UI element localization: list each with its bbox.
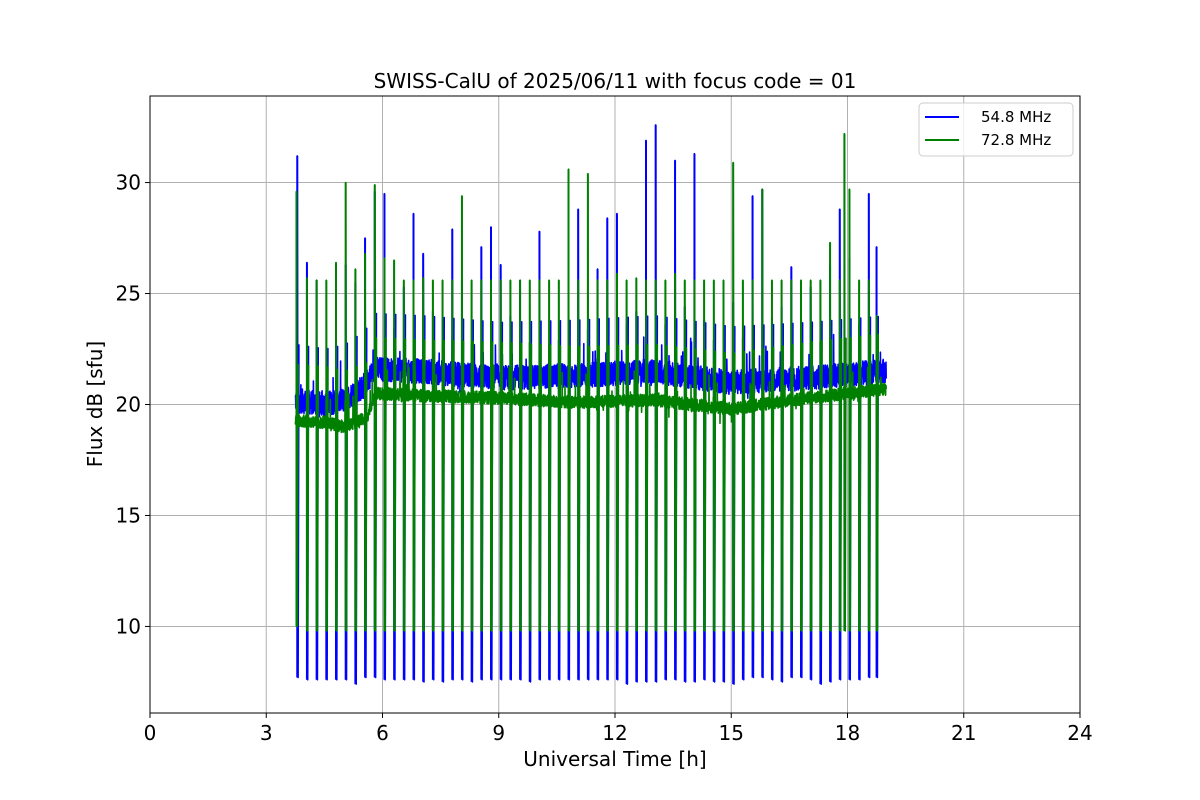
y-axis-label: Flux dB [sfu] xyxy=(83,341,107,467)
y-tick-label: 30 xyxy=(116,171,141,195)
series-72-8-mhz xyxy=(294,132,887,632)
legend: 54.8 MHz 72.8 MHz xyxy=(918,102,1074,157)
legend-label-72-8-mhz: 72.8 MHz xyxy=(981,131,1051,149)
legend-label-54-8-mhz: 54.8 MHz xyxy=(981,108,1051,126)
x-tick-label: 24 xyxy=(1067,721,1092,745)
x-tick-label: 12 xyxy=(602,721,627,745)
x-axis-label: Universal Time [h] xyxy=(523,747,706,771)
series-layer xyxy=(294,124,887,685)
x-tick-label: 0 xyxy=(144,721,157,745)
x-tick-label: 18 xyxy=(835,721,860,745)
y-tick-label: 20 xyxy=(116,393,141,417)
y-tick-label: 10 xyxy=(116,614,141,638)
x-tick-label: 3 xyxy=(260,721,273,745)
y-tick-label: 15 xyxy=(116,503,141,527)
x-tick-label: 9 xyxy=(492,721,505,745)
x-tick-label: 6 xyxy=(376,721,389,745)
chart-title: SWISS-CalU of 2025/06/11 with focus code… xyxy=(374,69,857,93)
y-tick-label: 25 xyxy=(116,282,141,306)
x-tick-label: 21 xyxy=(951,721,976,745)
ticks: 0 3 6 9 12 15 18 21 24 10 15 20 25 30 xyxy=(116,171,1093,745)
x-tick-label: 15 xyxy=(719,721,744,745)
